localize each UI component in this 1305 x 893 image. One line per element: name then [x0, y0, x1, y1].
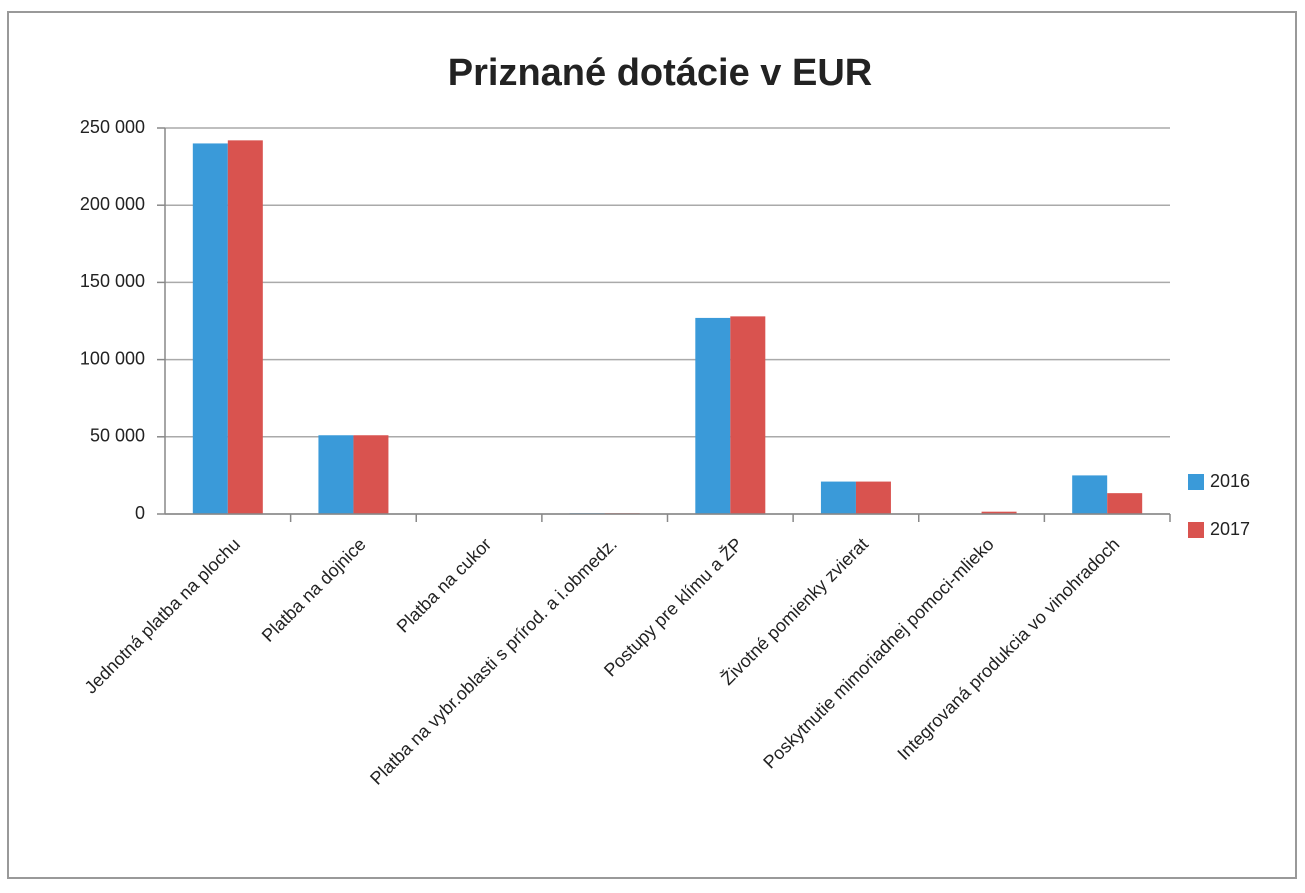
y-tick-label: 250 000 [80, 117, 145, 137]
bar [192, 143, 228, 514]
bar [353, 435, 389, 514]
y-tick-label: 100 000 [80, 348, 145, 368]
legend-swatch [1188, 522, 1204, 538]
y-tick-label: 50 000 [90, 426, 145, 446]
bar [227, 140, 263, 515]
bar [318, 435, 354, 514]
legend-label: 2016 [1210, 471, 1250, 491]
y-tick-label: 200 000 [80, 194, 145, 214]
bar [730, 316, 766, 514]
legend-swatch [1188, 474, 1204, 490]
bar [855, 481, 891, 514]
bar [1107, 493, 1143, 514]
bar [820, 481, 856, 514]
bar [695, 317, 731, 514]
chart-title: Priznané dotácie v EUR [448, 52, 872, 94]
y-tick-label: 0 [135, 503, 145, 523]
bar [981, 511, 1017, 514]
bar [1072, 475, 1108, 514]
y-tick-label: 150 000 [80, 271, 145, 291]
legend-label: 2017 [1210, 519, 1250, 539]
